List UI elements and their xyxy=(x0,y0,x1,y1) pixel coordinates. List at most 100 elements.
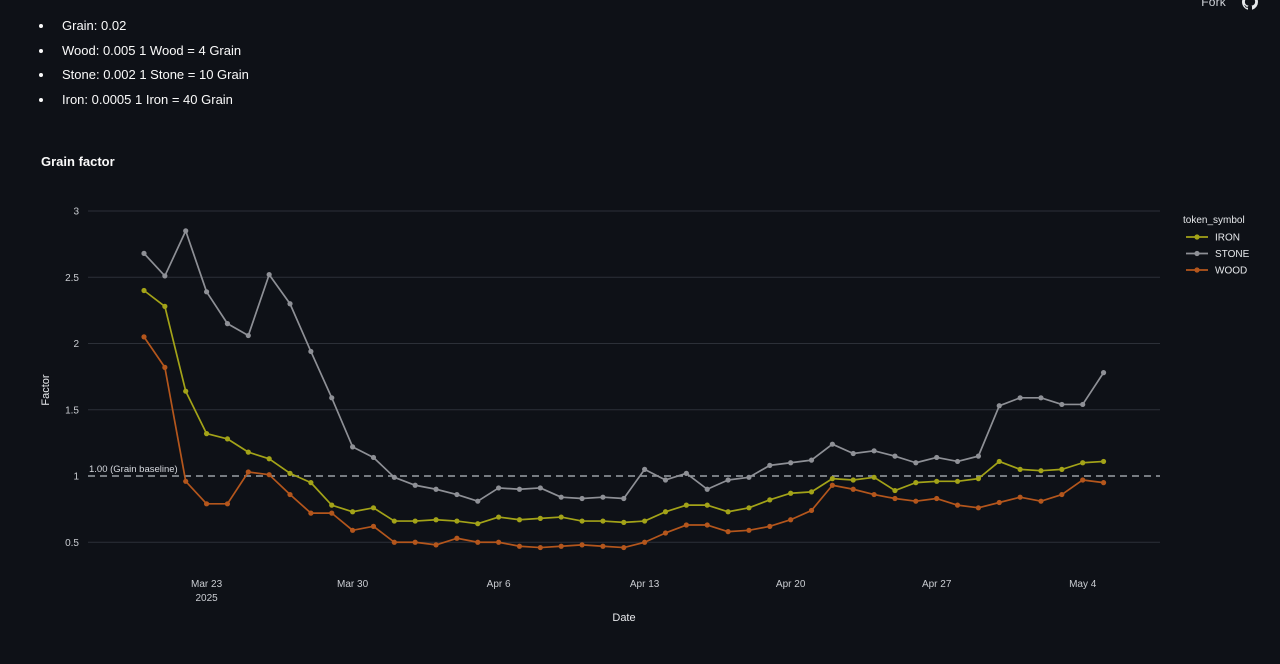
data-point-iron[interactable] xyxy=(412,518,418,524)
data-point-iron[interactable] xyxy=(454,518,460,524)
data-point-stone[interactable] xyxy=(329,395,335,401)
data-point-iron[interactable] xyxy=(767,497,773,503)
data-point-stone[interactable] xyxy=(558,494,564,500)
data-point-wood[interactable] xyxy=(996,499,1002,506)
github-icon[interactable] xyxy=(1242,0,1258,10)
data-point-wood[interactable] xyxy=(162,364,168,370)
data-point-wood[interactable] xyxy=(1038,498,1044,504)
data-point-wood[interactable] xyxy=(829,482,835,488)
data-point-wood[interactable] xyxy=(600,543,606,549)
data-point-wood[interactable] xyxy=(642,539,648,545)
data-point-iron[interactable] xyxy=(162,303,168,309)
data-point-wood[interactable] xyxy=(183,478,189,484)
data-point-stone[interactable] xyxy=(224,321,231,327)
data-point-iron[interactable] xyxy=(954,478,961,484)
data-point-iron[interactable] xyxy=(975,476,982,482)
data-point-stone[interactable] xyxy=(662,477,669,483)
data-point-iron[interactable] xyxy=(829,476,835,482)
data-point-stone[interactable] xyxy=(454,491,460,498)
legend-label-stone[interactable]: STONE xyxy=(1215,249,1250,260)
data-point-wood[interactable] xyxy=(579,542,585,548)
data-point-wood[interactable] xyxy=(662,530,669,536)
data-point-wood[interactable] xyxy=(308,510,314,516)
data-point-stone[interactable] xyxy=(788,460,794,466)
data-point-stone[interactable] xyxy=(433,486,439,492)
data-point-wood[interactable] xyxy=(1059,491,1065,498)
data-point-wood[interactable] xyxy=(892,495,898,502)
data-point-stone[interactable] xyxy=(350,444,356,450)
data-point-stone[interactable] xyxy=(308,348,314,355)
data-point-iron[interactable] xyxy=(433,517,439,523)
data-point-iron[interactable] xyxy=(266,456,272,462)
data-point-iron[interactable] xyxy=(704,502,710,508)
data-point-iron[interactable] xyxy=(621,519,627,525)
data-point-wood[interactable] xyxy=(391,539,397,545)
data-point-stone[interactable] xyxy=(203,289,210,295)
data-point-wood[interactable] xyxy=(245,469,251,475)
data-point-iron[interactable] xyxy=(808,489,815,495)
data-point-wood[interactable] xyxy=(329,510,335,516)
data-point-stone[interactable] xyxy=(266,272,272,278)
data-point-iron[interactable] xyxy=(1080,460,1086,466)
data-point-iron[interactable] xyxy=(516,517,523,523)
data-point-iron[interactable] xyxy=(183,388,189,394)
data-point-iron[interactable] xyxy=(203,431,210,437)
data-point-wood[interactable] xyxy=(433,542,439,548)
data-point-wood[interactable] xyxy=(704,522,710,528)
data-point-wood[interactable] xyxy=(475,539,481,545)
legend-label-wood[interactable]: WOOD xyxy=(1215,266,1247,277)
data-point-iron[interactable] xyxy=(725,509,731,515)
data-point-wood[interactable] xyxy=(496,539,502,545)
data-point-iron[interactable] xyxy=(788,490,794,496)
data-point-iron[interactable] xyxy=(600,518,606,524)
legend-label-iron[interactable]: IRON xyxy=(1215,233,1240,244)
data-point-stone[interactable] xyxy=(183,228,189,234)
data-point-stone[interactable] xyxy=(579,495,585,502)
data-point-iron[interactable] xyxy=(871,474,877,480)
data-point-iron[interactable] xyxy=(746,505,752,511)
data-point-stone[interactable] xyxy=(913,460,919,466)
data-point-stone[interactable] xyxy=(829,441,835,447)
data-point-wood[interactable] xyxy=(370,523,377,529)
data-point-wood[interactable] xyxy=(954,502,961,508)
data-point-wood[interactable] xyxy=(203,501,210,507)
data-point-stone[interactable] xyxy=(475,498,481,504)
data-point-iron[interactable] xyxy=(1100,458,1107,465)
data-point-iron[interactable] xyxy=(683,502,689,508)
data-point-iron[interactable] xyxy=(308,480,314,486)
data-point-stone[interactable] xyxy=(287,301,293,307)
data-point-iron[interactable] xyxy=(391,518,397,524)
data-point-iron[interactable] xyxy=(996,458,1002,465)
data-point-stone[interactable] xyxy=(537,485,543,491)
data-point-stone[interactable] xyxy=(162,273,168,279)
data-point-wood[interactable] xyxy=(746,527,752,533)
data-point-iron[interactable] xyxy=(329,502,335,508)
data-point-wood[interactable] xyxy=(934,495,940,502)
data-point-wood[interactable] xyxy=(558,543,564,549)
data-point-iron[interactable] xyxy=(141,287,147,294)
data-point-stone[interactable] xyxy=(850,450,856,457)
data-point-iron[interactable] xyxy=(850,477,856,483)
data-point-iron[interactable] xyxy=(350,509,356,515)
data-point-wood[interactable] xyxy=(725,529,731,535)
data-point-iron[interactable] xyxy=(537,515,543,522)
data-point-stone[interactable] xyxy=(496,485,502,491)
data-point-iron[interactable] xyxy=(642,518,648,524)
data-point-iron[interactable] xyxy=(245,449,251,455)
data-point-stone[interactable] xyxy=(975,453,982,459)
data-point-wood[interactable] xyxy=(537,544,543,551)
data-point-iron[interactable] xyxy=(287,470,293,476)
data-point-wood[interactable] xyxy=(683,522,689,528)
data-point-wood[interactable] xyxy=(913,498,919,504)
data-point-wood[interactable] xyxy=(1100,480,1107,486)
data-point-wood[interactable] xyxy=(516,543,523,549)
data-point-stone[interactable] xyxy=(767,462,773,468)
data-point-iron[interactable] xyxy=(934,478,940,484)
data-point-wood[interactable] xyxy=(412,539,418,545)
data-point-iron[interactable] xyxy=(662,509,669,515)
data-point-stone[interactable] xyxy=(746,474,752,480)
data-point-wood[interactable] xyxy=(621,544,627,551)
data-point-wood[interactable] xyxy=(1017,494,1023,500)
data-point-stone[interactable] xyxy=(808,457,815,463)
